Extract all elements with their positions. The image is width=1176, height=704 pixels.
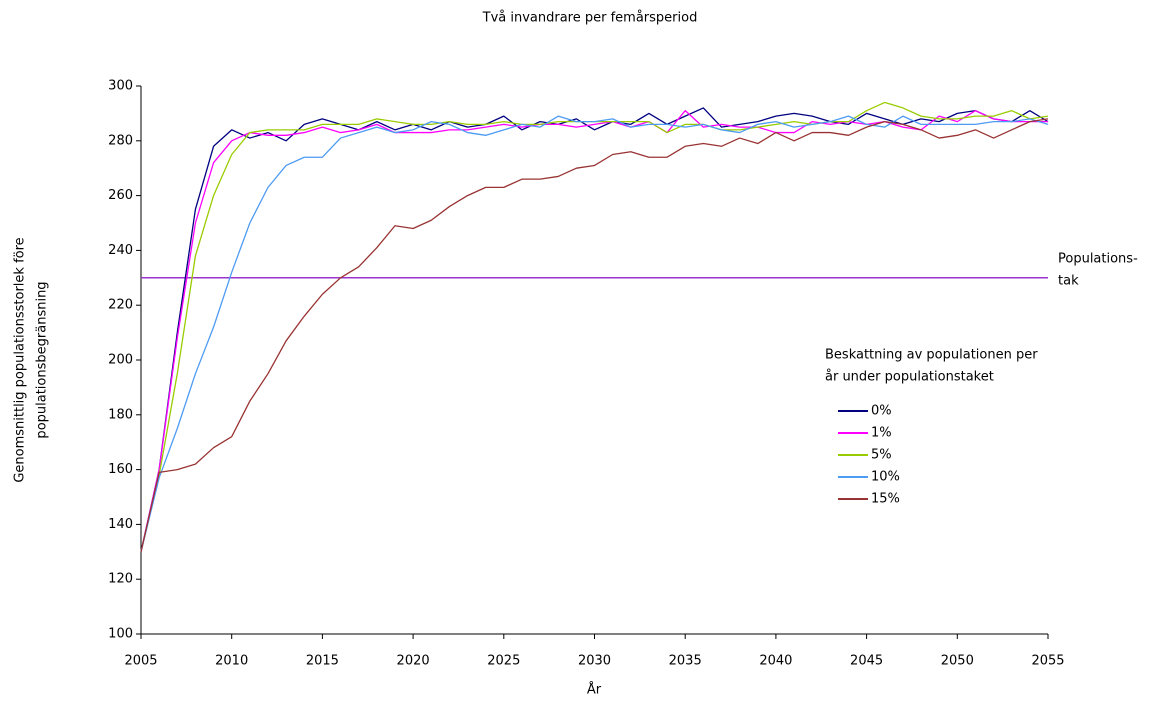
series-line [140, 110, 1048, 552]
legend-title: år under populationstaket [825, 370, 994, 385]
x-tick-label: 2045 [850, 654, 883, 669]
series-line [140, 115, 1049, 552]
series-line [140, 118, 1049, 552]
legend-label: 1% [871, 426, 892, 441]
x-tick-label: 2040 [759, 654, 792, 669]
x-tick-label: 2030 [578, 654, 611, 669]
series-line [140, 101, 1049, 552]
legend-label: 15% [871, 492, 900, 507]
chart-title: Två invandrare per femårsperiod [482, 11, 698, 26]
y-tick-label: 220 [108, 298, 133, 313]
legend-label: 5% [871, 448, 892, 463]
reference-label: Populations- [1058, 252, 1138, 267]
y-tick-label: 140 [108, 517, 133, 532]
legend-label: 10% [871, 470, 900, 485]
y-tick-label: 200 [108, 353, 133, 368]
y-axis-label-line: populationsbegränsning [35, 281, 50, 438]
y-tick-label: 280 [108, 133, 133, 148]
x-tick-label: 2055 [1031, 654, 1064, 669]
x-tick-label: 2010 [215, 654, 248, 669]
y-tick-label: 240 [108, 243, 133, 258]
x-axis-label: År [587, 682, 602, 698]
y-axis-label: Genomsnittlig populationsstorlek före po… [13, 237, 50, 482]
x-tick-label: 2025 [487, 654, 520, 669]
x-tick-label: 2015 [306, 654, 339, 669]
y-tick-label: 120 [108, 572, 133, 587]
y-axis-label-line: Genomsnittlig populationsstorlek före [13, 237, 28, 482]
legend-label: 0% [871, 404, 892, 419]
y-tick-label: 180 [108, 407, 133, 422]
x-tick-label: 2020 [397, 654, 430, 669]
y-tick-label: 260 [108, 188, 133, 203]
x-tick-label: 2005 [124, 654, 157, 669]
series-line [140, 107, 1049, 552]
y-tick-label: 100 [108, 627, 133, 642]
x-tick-label: 2035 [669, 654, 702, 669]
reference-label: tak [1058, 274, 1079, 289]
y-tick-label: 160 [108, 462, 133, 477]
legend-title: Beskattning av populationen per [825, 348, 1038, 363]
x-tick-label: 2050 [941, 654, 974, 669]
y-tick-label: 300 [108, 79, 133, 94]
